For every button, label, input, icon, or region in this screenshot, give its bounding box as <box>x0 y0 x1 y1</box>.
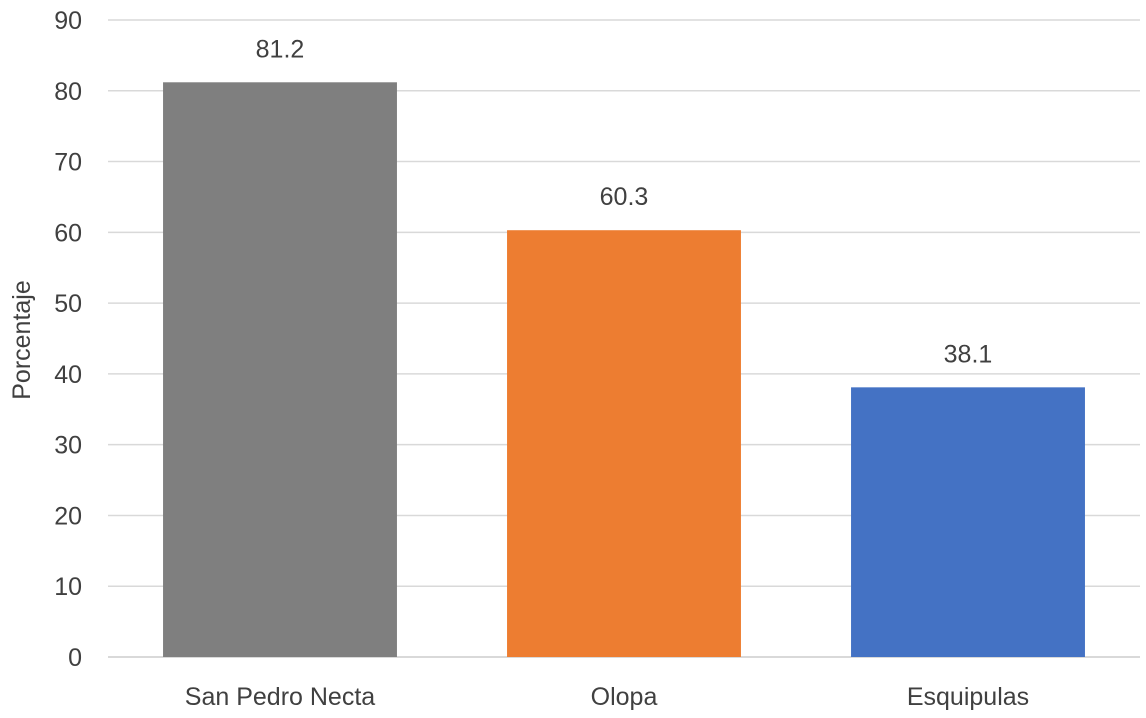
data-label: 38.1 <box>944 340 993 368</box>
data-label: 81.2 <box>256 35 305 63</box>
y-tick-label: 90 <box>54 7 82 35</box>
y-tick-label: 30 <box>54 432 82 460</box>
y-tick-label: 20 <box>54 502 82 530</box>
data-label: 60.3 <box>600 183 649 211</box>
bar-esquipulas <box>851 387 1085 657</box>
y-tick-label: 10 <box>54 573 82 601</box>
y-axis-title: Porcentaje <box>8 280 36 400</box>
data-labels: 81.2 60.3 38.1 <box>256 35 993 368</box>
x-category-label: Esquipulas <box>907 683 1029 711</box>
y-tick-label: 50 <box>54 290 82 318</box>
y-tick-label: 60 <box>54 219 82 247</box>
y-tick-label: 80 <box>54 78 82 106</box>
x-category-label: Olopa <box>591 683 658 711</box>
bar-olopa <box>507 230 741 657</box>
bars <box>163 82 1085 658</box>
x-axis-categories: San Pedro Necta Olopa Esquipulas <box>185 683 1029 711</box>
y-tick-label: 70 <box>54 149 82 177</box>
x-category-label: San Pedro Necta <box>185 683 375 711</box>
bar-san-pedro-necta <box>163 82 397 658</box>
y-tick-label: 40 <box>54 361 82 389</box>
y-axis-ticks: 0 10 20 30 40 50 60 70 80 90 <box>54 7 82 672</box>
y-tick-label: 0 <box>68 644 82 672</box>
